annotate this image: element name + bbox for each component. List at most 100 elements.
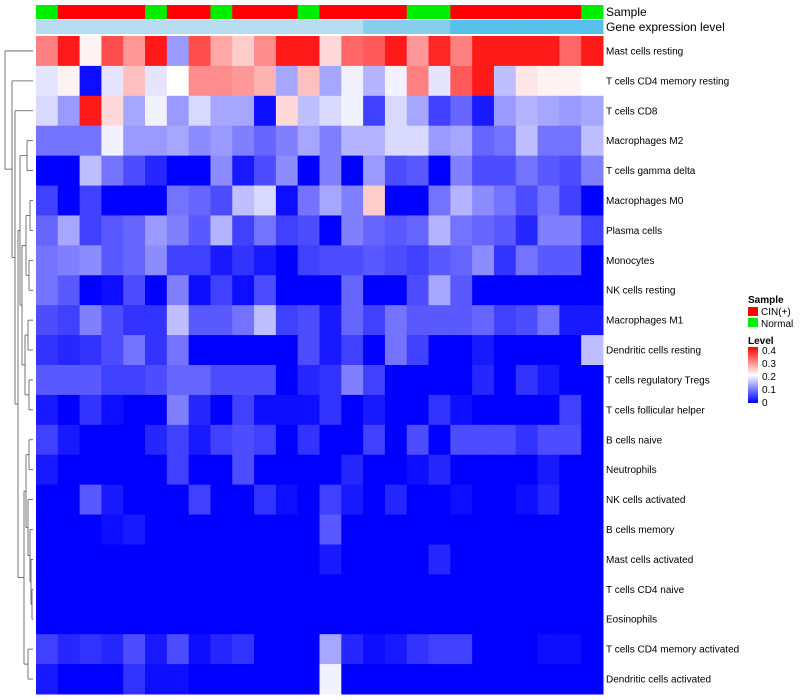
heatmap-cell [450, 604, 473, 635]
row-label: Eosinophils [606, 615, 657, 626]
heatmap-cell [166, 95, 190, 127]
heatmap-cell [297, 305, 320, 336]
heatmap-cell [36, 65, 59, 97]
heatmap-cell [210, 574, 233, 605]
heatmap-cell [57, 95, 81, 127]
heatmap-cell [57, 454, 81, 486]
heatmap-cell [57, 36, 81, 67]
heatmap-cell [559, 394, 582, 426]
legend-tick-0.3: 0.3 [762, 359, 776, 370]
heatmap-cell [123, 245, 146, 276]
heatmap-cell [297, 65, 320, 97]
heatmap-cell [472, 424, 495, 456]
legend-tick-0.2: 0.2 [762, 372, 776, 383]
heatmap-cell [275, 604, 299, 635]
heatmap-cell [145, 394, 168, 426]
heatmap-cell [36, 664, 59, 695]
heatmap-cell [254, 514, 277, 545]
heatmap-cell [515, 155, 539, 187]
heatmap-cell [406, 484, 430, 516]
legend-tick-0: 0 [762, 398, 768, 409]
heatmap-cell [166, 604, 190, 635]
heatmap-cell [254, 275, 277, 306]
heatmap-cell [428, 155, 451, 187]
heatmap-cell [145, 95, 168, 127]
heatmap-cell [537, 394, 560, 426]
sample-annotation-cell [297, 5, 320, 19]
heatmap-cell [275, 574, 299, 605]
gene-expression-annotation-cell [406, 20, 430, 34]
heatmap-cell [36, 544, 59, 575]
heatmap-cell [145, 65, 168, 97]
heatmap-cell [123, 36, 146, 67]
heatmap-cell [57, 155, 81, 187]
gene-expression-annotation-cell [341, 20, 364, 34]
heatmap-cell [145, 36, 168, 67]
sample-annotation-cell [493, 5, 517, 19]
heatmap-cell [79, 634, 102, 665]
heatmap-cell [319, 574, 342, 605]
heatmap-cell [319, 125, 342, 157]
gene-expression-annotation-cell [123, 20, 146, 34]
heatmap-cell [581, 215, 604, 246]
heatmap-cell [232, 305, 255, 336]
sample-annotation-cell [210, 5, 233, 19]
heatmap-cell [493, 215, 517, 246]
heatmap-cell [145, 155, 168, 187]
heatmap-cell [36, 394, 59, 426]
heatmap-cell [515, 544, 539, 575]
heatmap-cell [537, 484, 560, 516]
heatmap-cell [428, 65, 451, 97]
heatmap-cell [428, 604, 451, 635]
row-label: Dendritic cells activated [606, 675, 711, 686]
heatmap-cell [57, 424, 81, 456]
heatmap-cell [57, 514, 81, 545]
heatmap-cell [472, 574, 495, 605]
heatmap-cell [166, 454, 190, 486]
heatmap-cell [232, 215, 255, 246]
legend-tick-0.4: 0.4 [762, 346, 776, 357]
heatmap-cell [428, 365, 451, 396]
heatmap-cell [537, 574, 560, 605]
heatmap-cell [363, 245, 386, 276]
heatmap-cell [123, 634, 146, 665]
heatmap-cell [210, 394, 233, 426]
heatmap-cell [79, 424, 102, 456]
heatmap-cell [210, 215, 233, 246]
heatmap-cell [232, 454, 255, 486]
heatmap-cell [384, 664, 408, 695]
heatmap-cell [537, 664, 560, 695]
legend: Sample CIN(+) Normal Level 0.4 0.3 0.2 0… [748, 295, 793, 409]
heatmap-cell [537, 544, 560, 575]
heatmap-cell [450, 574, 473, 605]
heatmap-cell [254, 305, 277, 336]
heatmap-cell [123, 574, 146, 605]
sample-annotation-cell [450, 5, 473, 19]
heatmap-cell [79, 365, 102, 396]
legend-label-cin: CIN(+) [761, 307, 791, 318]
heatmap-cell [101, 394, 124, 426]
heatmap-cell [232, 275, 255, 306]
heatmap-cell [123, 335, 146, 366]
heatmap-cell [57, 365, 81, 396]
heatmap-cell [123, 394, 146, 426]
heatmap-cell [166, 634, 190, 665]
heatmap-cell [123, 484, 146, 516]
heatmap-cell [297, 215, 320, 246]
heatmap-cell [123, 544, 146, 575]
heatmap-cell [581, 454, 604, 486]
heatmap-cell [384, 394, 408, 426]
gene-expression-annotation-cell [537, 20, 560, 34]
heatmap-cell [493, 185, 517, 216]
heatmap-cell [57, 305, 81, 336]
heatmap-cell [384, 514, 408, 545]
heatmap-cell [515, 335, 539, 366]
heatmap-cell [341, 305, 364, 336]
heatmap-cell [145, 335, 168, 366]
heatmap-cell [166, 215, 190, 246]
heatmap-cell [145, 424, 168, 456]
heatmap-cell [428, 544, 451, 575]
heatmap-cell [363, 514, 386, 545]
heatmap-cell [493, 65, 517, 97]
